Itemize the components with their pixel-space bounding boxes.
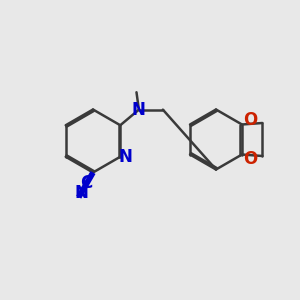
- Text: O: O: [243, 111, 257, 129]
- Text: N: N: [132, 100, 146, 118]
- Text: C: C: [81, 174, 93, 192]
- Text: N: N: [118, 148, 132, 166]
- Text: O: O: [243, 150, 257, 168]
- Text: N: N: [74, 184, 88, 202]
